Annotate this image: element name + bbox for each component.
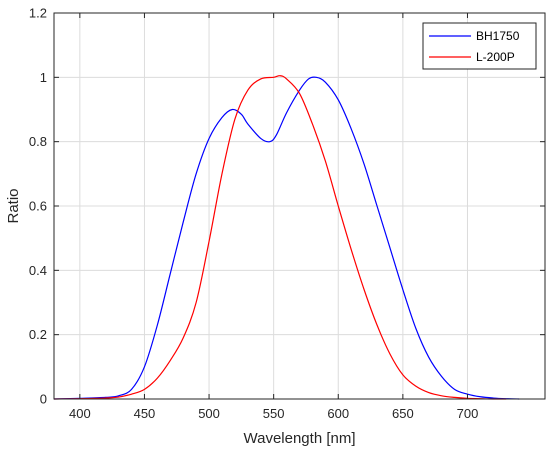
x-tick-label: 550	[263, 406, 285, 421]
x-tick-label: 650	[392, 406, 414, 421]
ticks	[54, 12, 545, 400]
legend-label-l-200p: L-200P	[476, 50, 515, 64]
legend: BH1750 L-200P	[422, 22, 537, 70]
legend-box	[422, 22, 537, 70]
x-tick-label: 600	[327, 406, 349, 421]
y-tick-label: 0	[40, 392, 47, 407]
y-tick-label: 0.6	[29, 199, 47, 214]
x-tick-label: 400	[69, 406, 91, 421]
y-tick-label: 1.2	[29, 6, 47, 21]
y-tick-label: 0.2	[29, 327, 47, 342]
legend-label-bh1750: BH1750	[476, 29, 520, 43]
y-tick-label: 0.8	[29, 134, 47, 149]
series-layer	[53, 75, 520, 400]
grid	[54, 12, 545, 400]
y-tick-label: 1	[40, 70, 47, 85]
y-tick-label: 0.4	[29, 263, 47, 278]
x-axis-label: Wavelength [nm]	[244, 430, 356, 447]
series-line-l-200p	[53, 75, 507, 400]
tick-labels: 400 450 500 550 600 650 700 0 0.2 0.4 0.6 0.8 1 1.2	[29, 6, 478, 422]
x-tick-label: 500	[198, 406, 220, 421]
x-tick-label: 700	[457, 406, 479, 421]
x-tick-label: 450	[134, 406, 156, 421]
series-line-bh1750	[53, 76, 520, 400]
y-axis-label: Ratio	[5, 188, 22, 223]
